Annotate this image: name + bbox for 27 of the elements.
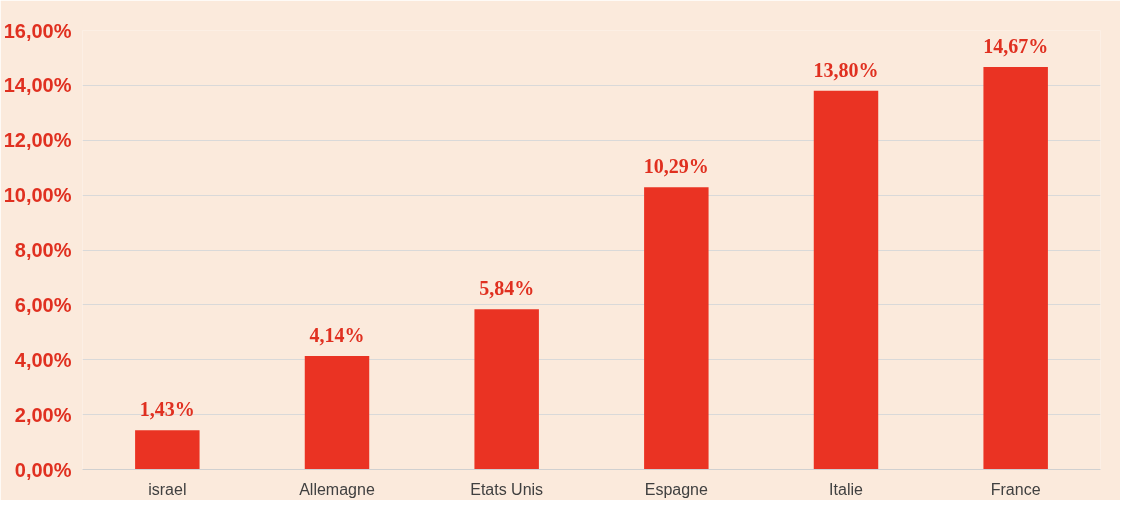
bar xyxy=(474,309,539,470)
data-label: 14,67% xyxy=(983,34,1049,57)
x-tick-label: Etats Unis xyxy=(470,480,544,498)
x-tick-label: Allemagne xyxy=(299,480,375,498)
data-label: 5,84% xyxy=(479,277,535,300)
bar xyxy=(135,430,200,470)
y-tick-label: 14,00% xyxy=(3,74,72,97)
x-tick-label: Italie xyxy=(829,480,863,498)
data-label: 13,80% xyxy=(813,58,879,81)
bar xyxy=(983,66,1048,470)
y-tick-label: 8,00% xyxy=(14,239,72,261)
bar xyxy=(304,355,370,470)
x-tick-label: israel xyxy=(148,480,187,498)
bar xyxy=(644,187,709,470)
y-tick-label: 6,00% xyxy=(14,293,72,316)
x-tick-label: France xyxy=(990,480,1041,498)
y-tick-label: 2,00% xyxy=(14,403,72,426)
y-tick-label: 12,00% xyxy=(3,129,72,152)
x-tick-label: Espagne xyxy=(644,480,709,498)
data-label: 4,14% xyxy=(309,323,365,346)
y-tick-label: 4,00% xyxy=(14,348,72,371)
y-tick-label: 0,00% xyxy=(14,458,72,481)
bar xyxy=(813,90,879,470)
data-label: 1,43% xyxy=(139,398,195,421)
y-tick-label: 10,00% xyxy=(3,184,72,207)
y-tick-label: 16,00% xyxy=(3,19,72,42)
data-label: 10,29% xyxy=(643,155,709,178)
